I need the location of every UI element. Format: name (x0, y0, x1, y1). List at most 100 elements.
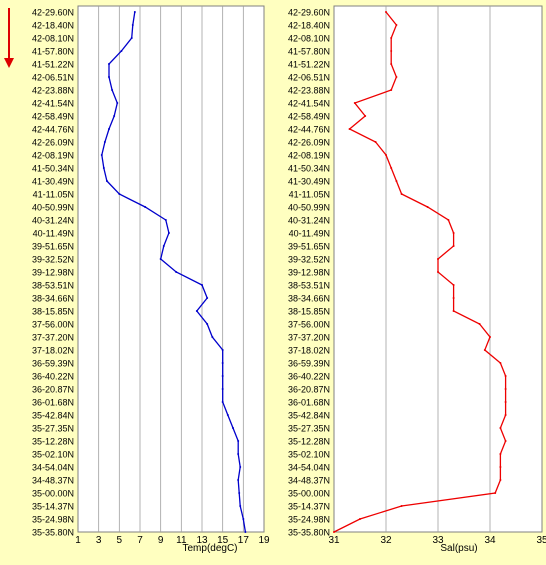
sal-data-point (483, 349, 486, 351)
sal-y-tick-label: 42-41.54N (288, 99, 330, 109)
sal-y-tick-label: 36-20.87N (288, 385, 330, 395)
sal-y-tick-label: 34-48.37N (288, 476, 330, 486)
temp-y-tick-label: 34-48.37N (32, 476, 74, 486)
temp-data-point (221, 349, 224, 351)
sal-x-tick-label: 33 (432, 535, 444, 546)
sal-data-point (385, 11, 387, 13)
sal-data-point (499, 427, 502, 429)
sal-data-point (504, 375, 507, 377)
temperature-panel: 42-29.60N 42-18.40N 42-08.10N 41-57.80N 41-5… (32, 5, 270, 554)
temp-y-tick-label: 41-11.05N (33, 190, 74, 200)
temp-y-tick-label: 40-11.49N (33, 229, 74, 239)
salinity-y-tick-labels: 42-29.60N 42-18.40N 42-08.10N 41-57.80N 41-5… (288, 8, 330, 538)
sal-y-tick-label: 42-08.10N (288, 34, 330, 44)
sal-y-tick-label: 41-50.34N (288, 164, 330, 174)
sal-y-tick-label: 35-14.37N (288, 502, 330, 512)
temp-data-point (211, 336, 214, 338)
sal-data-point (452, 245, 455, 247)
sal-y-tick-label: 42-23.88N (288, 86, 330, 96)
temp-x-tick-label: 1 (75, 535, 81, 546)
temp-y-tick-label: 42-41.54N (32, 99, 74, 109)
sal-data-point (452, 284, 455, 286)
temperature-x-tick-labels: 1 3 5 7 9 11 13 15 17 19 (75, 535, 270, 546)
sal-data-point (504, 401, 507, 403)
temp-data-point (116, 102, 119, 104)
temp-y-tick-label: 41-30.49N (32, 177, 74, 187)
sal-y-tick-label: 42-44.76N (288, 125, 330, 135)
temp-data-point (108, 128, 110, 130)
temp-y-tick-label: 37-37.20N (32, 333, 74, 343)
sal-data-point (353, 102, 356, 104)
temp-data-point (206, 297, 209, 299)
sal-y-tick-label: 42-29.60N (288, 8, 330, 18)
sal-x-tick-label: 35 (536, 535, 546, 546)
temp-data-point (131, 24, 134, 26)
temp-data-point (167, 232, 170, 234)
sal-y-tick-label: 35-12.28N (288, 437, 330, 447)
temp-y-tick-label: 35-35.80N (32, 528, 74, 538)
temp-data-point (164, 219, 167, 221)
salinity-x-tick-labels: 31 32 33 34 35 (328, 535, 546, 546)
sal-y-tick-label: 42-08.19N (288, 151, 330, 161)
temp-data-point (201, 284, 203, 286)
temp-data-point (162, 245, 165, 247)
sal-y-tick-label: 40-50.99N (288, 203, 330, 213)
temp-y-tick-label: 41-57.80N (32, 47, 74, 57)
temp-data-point (159, 258, 162, 260)
sal-y-tick-label: 36-59.39N (288, 359, 330, 369)
temp-y-tick-label: 42-08.19N (32, 151, 74, 161)
temp-data-point (144, 206, 147, 208)
temp-x-tick-label: 9 (158, 535, 164, 546)
temp-y-tick-label: 35-00.00N (32, 489, 74, 499)
temperature-plot-area (77, 5, 265, 533)
temp-y-tick-label: 35-12.28N (32, 437, 74, 447)
sal-y-tick-label: 35-27.35N (288, 424, 330, 434)
temp-x-tick-label: 15 (217, 535, 229, 546)
temp-y-tick-label: 36-20.87N (32, 385, 74, 395)
temp-y-tick-label: 38-53.51N (32, 281, 74, 291)
sal-y-tick-label: 42-18.40N (288, 21, 330, 31)
sal-data-point (494, 492, 497, 494)
temp-data-point (111, 89, 114, 91)
temp-x-tick-label: 3 (96, 535, 102, 546)
sal-data-point (390, 63, 393, 65)
sal-y-tick-label: 34-54.04N (288, 463, 330, 473)
temp-x-tick-label: 11 (176, 535, 187, 546)
temp-data-point (102, 167, 105, 169)
temp-data-point (237, 440, 240, 442)
sal-y-tick-label: 42-26.09N (288, 138, 330, 148)
sal-x-tick-label: 34 (484, 535, 496, 546)
sal-data-point (395, 24, 398, 26)
sal-y-tick-label: 41-57.80N (288, 47, 330, 57)
temp-y-tick-label: 36-59.39N (32, 359, 74, 369)
temp-y-tick-label: 37-18.02N (32, 346, 74, 356)
temp-data-point (206, 323, 209, 325)
temp-y-tick-label: 42-06.51N (32, 73, 74, 83)
sal-y-tick-label: 41-51.22N (288, 60, 330, 70)
sal-y-tick-label: 35-35.80N (288, 528, 330, 538)
temp-y-tick-label: 42-44.76N (32, 125, 74, 135)
sal-data-point (395, 76, 398, 78)
sal-data-point (374, 141, 377, 143)
temperature-points (100, 11, 247, 533)
sal-data-point (390, 167, 393, 169)
sal-data-point (504, 388, 507, 390)
sal-y-tick-label: 39-32.52N (288, 255, 330, 265)
temperature-y-tick-labels: 42-29.60N 42-18.40N 42-08.10N 41-57.80N 41-5… (32, 8, 74, 538)
sal-data-point (400, 505, 403, 507)
sal-data-point (452, 297, 455, 299)
sal-x-tick-label: 32 (380, 535, 392, 546)
temp-data-point (226, 414, 229, 416)
sal-data-point (452, 310, 455, 312)
down-arrow-head-icon (4, 58, 14, 68)
salinity-axis-label: Sal(psu) (440, 543, 477, 554)
sal-x-tick-label: 31 (328, 535, 340, 546)
temp-data-point (100, 154, 103, 156)
temp-x-tick-label: 19 (258, 535, 270, 546)
temp-data-point (120, 50, 123, 52)
temp-y-tick-label: 41-50.34N (32, 164, 74, 174)
sal-y-tick-label: 42-58.49N (288, 112, 330, 122)
temp-y-tick-label: 35-14.37N (32, 502, 74, 512)
sal-data-point (489, 336, 491, 338)
temp-x-tick-label: 13 (196, 535, 208, 546)
